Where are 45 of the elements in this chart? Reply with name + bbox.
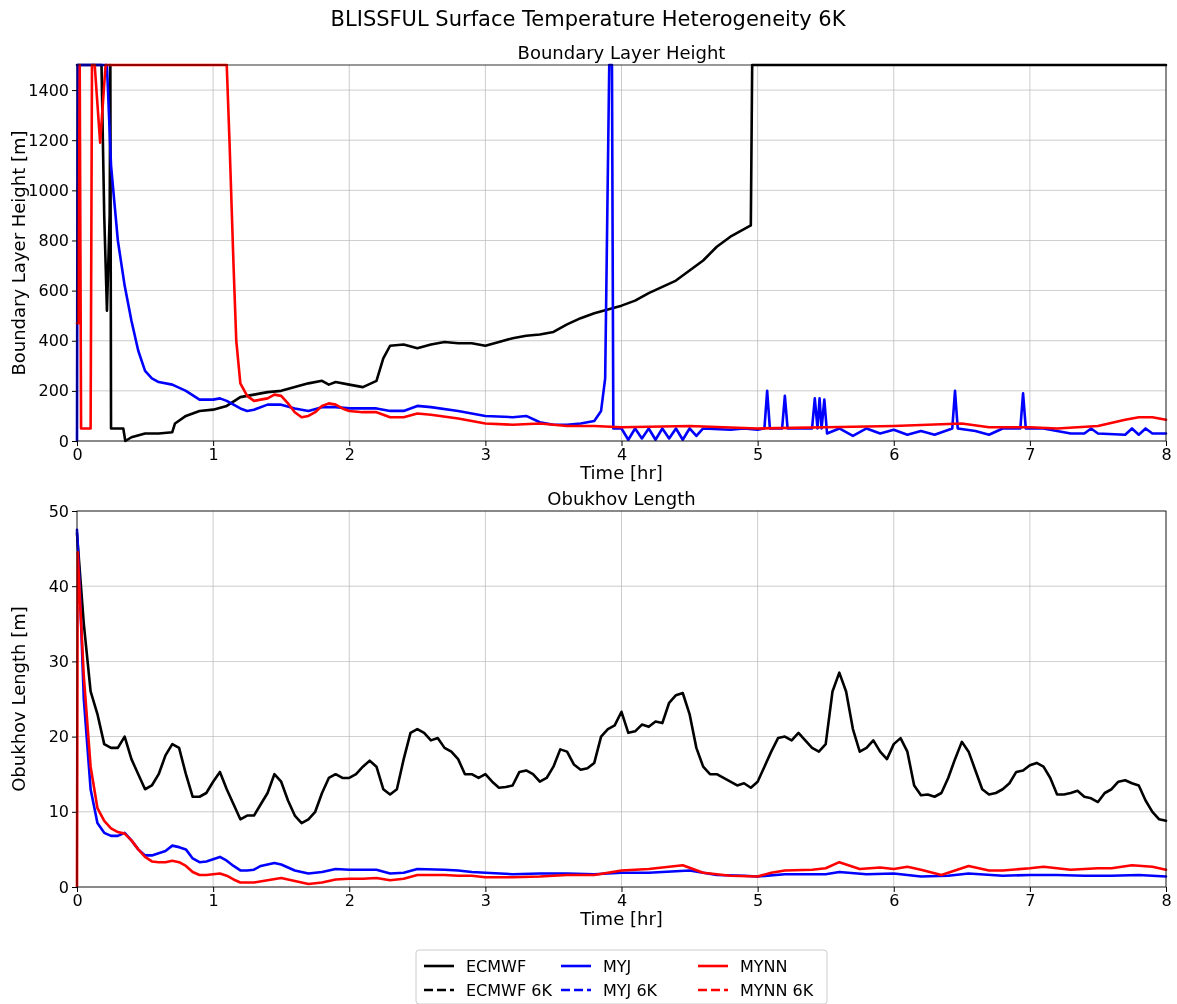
x-tick-label: 6 xyxy=(889,445,900,465)
y-tick-label: 1400 xyxy=(28,80,69,100)
y-tick-label: 200 xyxy=(38,381,69,401)
legend-label: ECMWF xyxy=(466,957,527,976)
x-tick-label: 4 xyxy=(616,891,628,911)
x-tick-label: 7 xyxy=(1025,891,1036,911)
y-tick-label: 30 xyxy=(48,652,69,672)
x-tick-label: 6 xyxy=(889,891,900,911)
y-tick-label: 20 xyxy=(48,727,69,747)
y-tick-label: 800 xyxy=(38,231,69,251)
x-tick-label: 1 xyxy=(208,445,219,465)
x-tick-label: 8 xyxy=(1161,445,1172,465)
y-tick-label: 40 xyxy=(48,576,69,596)
x-tick-label: 8 xyxy=(1161,891,1172,911)
legend-label: MYNN xyxy=(740,957,788,976)
x-tick-label: 3 xyxy=(480,445,491,465)
y-axis-title: Obukhov Length [m] xyxy=(8,606,29,792)
x-tick-label: 3 xyxy=(480,891,491,911)
chart-title: Obukhov Length xyxy=(547,488,696,509)
legend-label: MYNN 6K xyxy=(740,981,814,1000)
x-tick-label: 2 xyxy=(344,891,355,911)
x-tick-label: 5 xyxy=(753,445,764,465)
y-tick-label: 1200 xyxy=(28,130,69,150)
x-tick-label: 5 xyxy=(753,891,764,911)
y-tick-label: 0 xyxy=(58,877,69,897)
legend-label: MYJ 6K xyxy=(603,981,658,1000)
y-axis-title: Boundary Layer Height [m] xyxy=(8,130,29,376)
text: BLISSFUL Surface Temperature Heterogeneity 6K xyxy=(330,7,847,31)
y-tick-label: 0 xyxy=(58,431,69,451)
x-tick-label: 4 xyxy=(616,445,628,465)
x-tick-label: 7 xyxy=(1025,445,1036,465)
x-axis-title: Time [hr] xyxy=(579,462,663,483)
x-tick-label: 2 xyxy=(344,445,355,465)
y-tick-label: 50 xyxy=(48,501,69,521)
y-tick-label: 1000 xyxy=(28,180,69,200)
x-tick-label: 1 xyxy=(208,891,219,911)
legend-label: MYJ xyxy=(603,957,632,976)
legend-label: ECMWF 6K xyxy=(466,981,553,1000)
chart-title: Boundary Layer Height xyxy=(517,42,726,63)
y-tick-label: 10 xyxy=(48,802,69,822)
x-axis-title: Time [hr] xyxy=(579,908,663,929)
y-tick-label: 400 xyxy=(38,331,69,351)
x-tick-label: 0 xyxy=(72,891,83,911)
y-tick-label: 600 xyxy=(38,281,69,301)
x-tick-label: 0 xyxy=(72,445,83,465)
